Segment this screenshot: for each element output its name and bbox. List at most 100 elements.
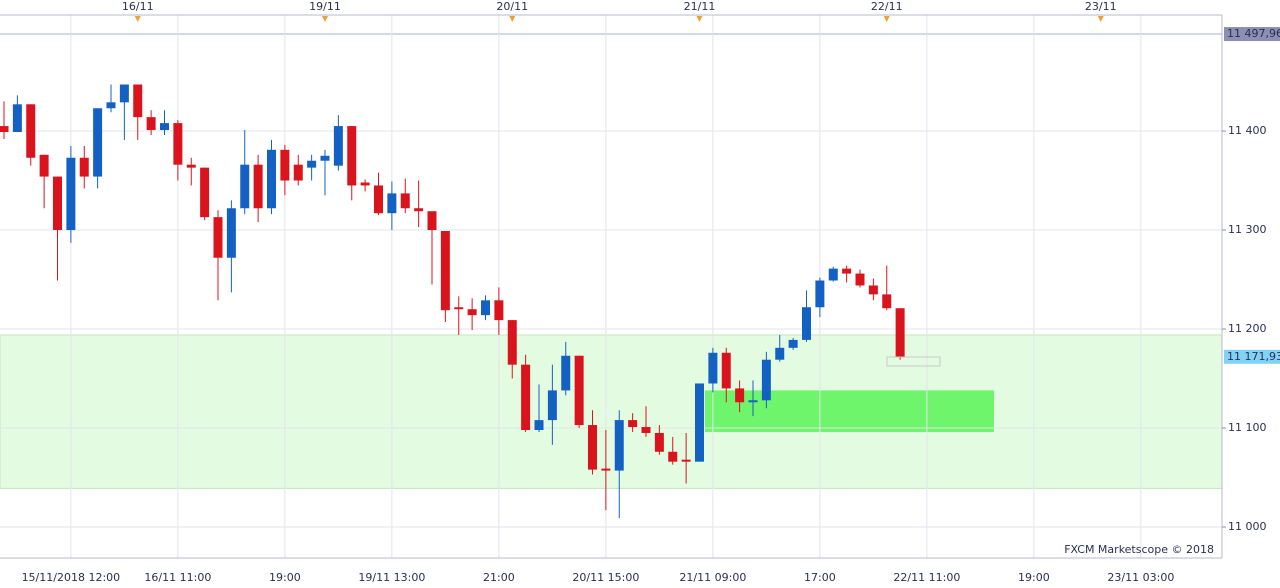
watermark: FXCM Marketscope © 2018	[1064, 543, 1214, 556]
candle-body	[106, 102, 116, 109]
candle-body	[53, 176, 62, 231]
candle-body	[12, 104, 22, 133]
candle-body	[427, 211, 437, 231]
candle-body	[494, 300, 504, 321]
x-tick-label: 19:00	[1018, 571, 1050, 584]
y-tick-label: 11 100	[1228, 421, 1267, 434]
candle-body	[521, 364, 531, 430]
candle-body	[641, 427, 651, 433]
candle-body	[507, 320, 517, 365]
candle-body	[160, 123, 169, 131]
candle-body	[454, 307, 464, 310]
day-marker	[696, 16, 703, 22]
order-box	[886, 356, 941, 367]
candle-body	[895, 308, 905, 357]
candle-body	[481, 300, 490, 316]
price-label-box	[1224, 349, 1280, 364]
candle-body	[240, 164, 250, 209]
zone	[0, 334, 1223, 489]
day-label: 22/11	[871, 0, 903, 13]
candle-body	[574, 355, 584, 426]
candle-body	[721, 352, 731, 389]
candle-body	[307, 160, 317, 168]
candle-body	[735, 388, 745, 403]
candle-body	[882, 294, 892, 309]
day-marker	[134, 16, 141, 22]
candle-body	[333, 126, 343, 166]
candle-body	[534, 420, 544, 430]
candle-body	[0, 126, 9, 133]
candle-body	[360, 182, 370, 186]
candle-body	[320, 155, 330, 161]
candle-body	[226, 208, 236, 258]
day-label: 23/11	[1085, 0, 1117, 13]
candle-body	[387, 193, 397, 214]
candle-body	[788, 339, 798, 348]
candle-body	[39, 154, 49, 177]
candle-body	[802, 307, 811, 340]
price-label-box	[1224, 27, 1280, 42]
x-tick-label: 19:00	[269, 571, 301, 584]
candle-body	[119, 84, 129, 103]
candle-body	[668, 451, 678, 462]
x-tick-label: 21/11 09:00	[679, 571, 746, 584]
candle-body	[293, 164, 303, 181]
candle-body	[347, 126, 357, 186]
candle-body	[588, 425, 597, 470]
candle-body	[842, 268, 852, 274]
candle-body	[253, 164, 263, 209]
candle-body	[440, 231, 450, 311]
candle-body	[868, 285, 878, 295]
zone	[705, 390, 994, 432]
candle-body	[695, 383, 704, 462]
day-label: 16/11	[122, 0, 154, 13]
x-tick-label: 23/11 03:00	[1107, 571, 1174, 584]
price-label: 11 171,93	[1227, 350, 1280, 363]
x-tick-label: 19/11 13:00	[358, 571, 425, 584]
candle-body	[267, 149, 276, 209]
candle-body	[93, 108, 103, 177]
candle-body	[614, 420, 624, 471]
candle-body	[400, 193, 410, 209]
candle-body	[213, 217, 223, 258]
x-tick-label: 22/11 11:00	[893, 571, 960, 584]
candle-body	[815, 280, 825, 308]
candle-body	[708, 352, 718, 384]
candle-body	[601, 468, 611, 471]
y-tick-label: 11 000	[1228, 520, 1267, 533]
day-marker	[322, 16, 328, 22]
candle-body	[414, 208, 424, 212]
candle-body	[146, 117, 156, 131]
candle-body	[654, 432, 664, 452]
candle-body	[828, 268, 838, 281]
candle-body	[547, 390, 557, 421]
candle-body	[855, 273, 865, 286]
candle-body	[628, 420, 638, 428]
candle-body	[173, 123, 183, 165]
day-label: 20/11	[496, 0, 528, 13]
candle-body	[775, 347, 785, 360]
candle-body	[26, 104, 36, 158]
candle-body	[186, 164, 196, 168]
x-tick-label: 17:00	[804, 571, 836, 584]
day-marker	[509, 16, 516, 22]
candle-body	[133, 84, 143, 118]
candle-body	[200, 167, 210, 218]
y-tick-label: 11 400	[1228, 124, 1267, 137]
day-label: 19/11	[309, 0, 341, 13]
candle-body	[467, 309, 477, 316]
x-tick-label: 15/11/2018 12:00	[22, 571, 121, 584]
x-tick-label: 21:00	[483, 571, 515, 584]
candle-body	[761, 359, 771, 401]
day-marker	[883, 16, 890, 22]
candle-body	[681, 459, 691, 462]
day-marker	[1097, 16, 1104, 22]
x-tick-label: 20/11 15:00	[572, 571, 639, 584]
candle-body	[280, 149, 290, 181]
candle-body	[561, 355, 571, 391]
y-tick-label: 11 300	[1228, 223, 1267, 236]
candle-body	[748, 400, 758, 403]
candle-body	[374, 185, 383, 214]
day-label: 21/11	[684, 0, 716, 13]
